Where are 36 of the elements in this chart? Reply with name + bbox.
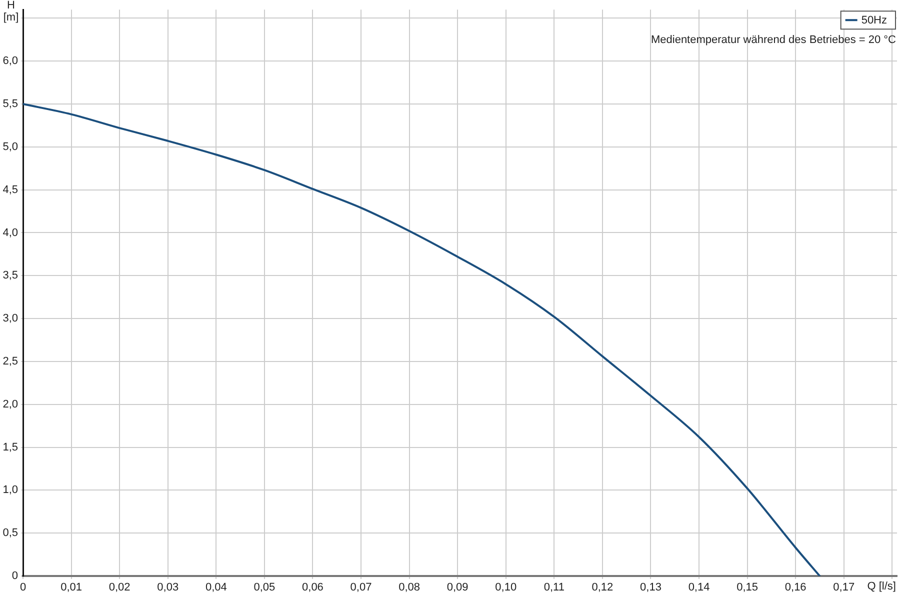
legend-label: 50Hz — [861, 14, 888, 27]
y-tick-label: 3,5 — [2, 270, 18, 282]
y-tick-label: 4,0 — [2, 226, 18, 239]
x-tick-label: 0,11 — [544, 582, 564, 594]
y-tick-label: 0,5 — [2, 527, 18, 540]
x-tick-label: 0,13 — [640, 582, 662, 594]
x-tick-label: 0,01 — [60, 582, 82, 594]
y-tick-label: 4,5 — [2, 184, 18, 196]
x-tick-label: 0,16 — [784, 582, 806, 594]
x-tick-label: 0,07 — [350, 582, 372, 594]
y-tick-label: 6,0 — [2, 55, 18, 68]
x-tick-label: 0,15 — [736, 582, 758, 594]
y-tick-label: 0 — [12, 570, 18, 582]
y-tick-label: 1,5 — [2, 441, 18, 454]
x-tick-label: 0,10 — [495, 582, 517, 594]
y-tick-label: 3,0 — [2, 312, 18, 325]
x-tick-label: 0,17 — [833, 582, 855, 594]
y-tick-label: 2,5 — [2, 355, 18, 368]
x-tick-label: 0,09 — [446, 582, 468, 594]
y-tick-label: 5,5 — [2, 98, 18, 110]
y-axis-title: H [m] — [3, 0, 19, 24]
y-tick-label: 5,0 — [2, 140, 18, 153]
x-tick-label: 0,14 — [688, 582, 710, 594]
x-tick-label: 0,04 — [205, 582, 227, 594]
x-tick-label: 0,05 — [254, 582, 276, 594]
y-tick-label: 2,0 — [2, 398, 18, 410]
x-axis-title: Q [l/s] — [867, 580, 896, 593]
x-tick-label: 0,08 — [398, 582, 420, 594]
y-tick-label: 1,0 — [2, 484, 18, 496]
x-tick-label: 0,02 — [108, 582, 130, 594]
annotation: Medientemperatur während des Betriebes = 20 °C — [650, 34, 896, 46]
x-tick-label: 0,03 — [157, 582, 179, 594]
line-series — [23, 103, 821, 576]
x-tick-label: 0,12 — [592, 582, 614, 594]
x-tick-label: 0 — [20, 582, 26, 594]
x-tick-label: 0,06 — [302, 582, 324, 594]
